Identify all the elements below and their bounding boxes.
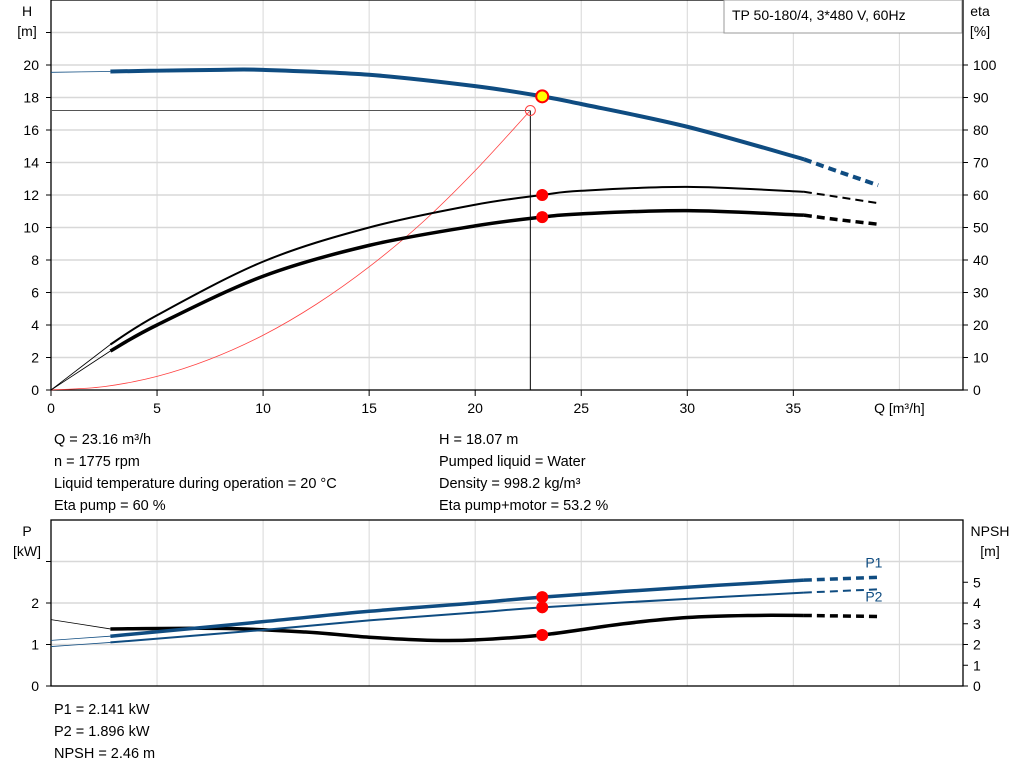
- info-eta-pump: Eta pump = 60 %: [54, 498, 166, 514]
- y-left-tick-label: 4: [31, 317, 39, 333]
- y-right-tick-label: 80: [973, 122, 989, 138]
- y-right-axis-unit: [m]: [980, 543, 999, 559]
- eta_pump-lead-in-line: [50, 344, 111, 391]
- y-left-axis-label: H: [22, 3, 32, 19]
- y-left-tick-label: 10: [23, 220, 39, 236]
- NPSH-curve: [110, 613, 804, 643]
- duty-point-npsh: [536, 628, 549, 641]
- P2-curve: [110, 591, 804, 644]
- x-tick-label: 5: [153, 400, 161, 416]
- y-left-tick-label: 0: [31, 678, 39, 694]
- P1-curve: [110, 578, 805, 638]
- p2-series-label: P2: [865, 588, 882, 604]
- NPSH-curve-extrapolated: [803, 613, 879, 619]
- NPSH-lead-in-line: [50, 619, 111, 630]
- p1-series-label: P1: [865, 554, 882, 570]
- chart-title: TP 50-180/4, 3*480 V, 60Hz: [732, 7, 906, 23]
- x-tick-label: 10: [255, 400, 271, 416]
- y-left-tick-label: 2: [31, 595, 39, 611]
- info-liquid: Pumped liquid = Water: [439, 454, 586, 470]
- y-right-tick-label: 1: [973, 657, 981, 673]
- eta_pump-curve-extrapolated: [803, 190, 879, 205]
- y-right-tick-label: 10: [973, 350, 989, 366]
- duty-info-left: Q = 23.16 m³/h n = 1775 rpm Liquid tempe…: [54, 429, 337, 517]
- y-right-axis-label: eta: [970, 3, 990, 19]
- y-right-tick-label: 3: [973, 616, 981, 632]
- y-right-axis-label: NPSH: [971, 523, 1010, 539]
- info-density: Density = 998.2 kg/m³: [439, 476, 581, 492]
- duty-point-p2: [536, 601, 549, 614]
- y-right-tick-label: 4: [973, 595, 981, 611]
- y-right-tick-label: 0: [973, 678, 981, 694]
- info-p1: P1 = 2.141 kW: [54, 702, 150, 718]
- x-tick-label: 35: [786, 400, 802, 416]
- info-speed: n = 1775 rpm: [54, 454, 140, 470]
- duty-info-right: H = 18.07 m Pumped liquid = Water Densit…: [439, 429, 608, 517]
- duty-point-p1: [536, 591, 549, 604]
- y-left-tick-label: 6: [31, 285, 39, 301]
- y-left-tick-label: 16: [23, 122, 39, 138]
- x-tick-label: 20: [467, 400, 483, 416]
- title-box: [723, 0, 963, 34]
- y-right-tick-label: 0: [973, 382, 981, 398]
- info-p2: P2 = 1.896 kW: [54, 724, 150, 740]
- info-npsh: NPSH = 2.46 m: [54, 746, 156, 762]
- y-left-tick-label: 12: [23, 187, 39, 203]
- y-right-tick-label: 40: [973, 252, 989, 268]
- y-right-tick-label: 5: [973, 574, 981, 590]
- info-eta-pump-motor: Eta pump+motor = 53.2 %: [439, 498, 609, 514]
- y-right-tick-label: 2: [973, 637, 981, 653]
- head-curve: [110, 67, 805, 162]
- eta_pump_motor-curve: [109, 208, 804, 353]
- y-left-tick-label: 14: [23, 155, 39, 171]
- y-left-axis-unit: [m]: [17, 23, 36, 39]
- y-right-tick-label: 30: [973, 285, 989, 301]
- y-right-tick-label: 50: [973, 220, 989, 236]
- x-tick-label: 0: [47, 400, 55, 416]
- head-lead-in-line: [50, 71, 111, 73]
- P1-lead-in-line: [50, 635, 111, 641]
- y-left-axis-label: P: [22, 523, 31, 539]
- x-tick-label: 15: [361, 400, 377, 416]
- P2-lead-in-line: [50, 642, 111, 647]
- head-curve-extrapolated: [803, 157, 879, 188]
- eta_pump_motor-lead-in-line: [50, 350, 111, 391]
- info-flow: Q = 23.16 m³/h: [54, 432, 152, 448]
- duty-point-eta-pump-motor: [536, 211, 549, 224]
- y-left-tick-label: 0: [31, 382, 39, 398]
- eta_pump_motor-curve-extrapolated: [803, 213, 879, 226]
- duty-point-eta-pump: [536, 189, 549, 201]
- y-right-tick-label: 100: [973, 57, 997, 73]
- duty-point-head: [535, 89, 550, 104]
- y-right-tick-label: 20: [973, 317, 989, 333]
- info-temperature: Liquid temperature during operation = 20…: [54, 476, 337, 492]
- y-right-tick-label: 60: [973, 187, 989, 203]
- y-left-tick-label: 1: [31, 637, 39, 653]
- y-left-tick-label: 18: [23, 90, 39, 106]
- required-point-marker: [524, 105, 536, 116]
- y-left-tick-label: 2: [31, 350, 39, 366]
- eta_pump-curve: [109, 185, 804, 346]
- y-left-tick-label: 20: [23, 57, 39, 73]
- y-left-axis-unit: [kW]: [13, 543, 41, 559]
- P1-curve-extrapolated: [803, 575, 879, 582]
- x-axis-label: Q [m³/h]: [874, 400, 925, 416]
- y-left-tick-label: 8: [31, 252, 39, 268]
- system_curve-curve: [50, 110, 531, 391]
- power-info: P1 = 2.141 kW P2 = 1.896 kW NPSH = 2.46 …: [54, 699, 155, 765]
- info-head: H = 18.07 m: [439, 432, 519, 448]
- y-right-tick-label: 90: [973, 90, 989, 106]
- y-right-tick-label: 70: [973, 155, 989, 171]
- P2-curve-extrapolated: [803, 588, 879, 594]
- x-tick-label: 30: [679, 400, 695, 416]
- y-right-axis-unit: [%]: [970, 23, 990, 39]
- x-tick-label: 25: [573, 400, 589, 416]
